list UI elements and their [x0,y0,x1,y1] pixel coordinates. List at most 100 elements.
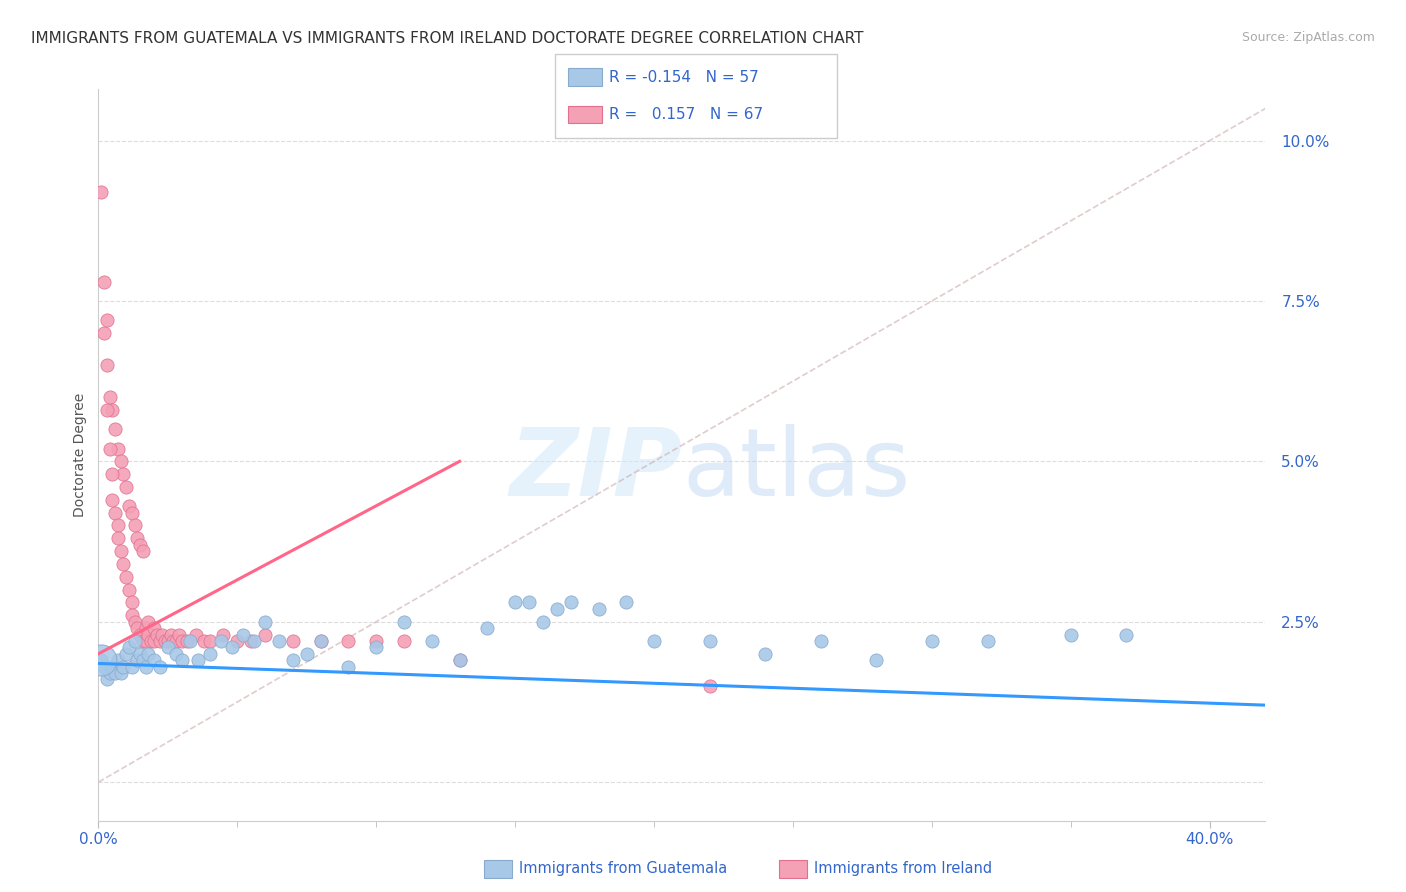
Point [165,647,187,661]
Point [115,570,138,584]
Point [104,422,127,436]
Point [184,627,207,641]
Point [212,627,235,641]
Point [118,500,141,514]
Point [90,653,112,667]
Point [156,634,179,648]
Point [337,634,360,648]
Point [531,615,554,629]
Point [254,627,277,641]
Point [138,647,160,661]
Point [170,653,193,667]
Point [392,634,415,648]
Point [118,640,141,655]
Point [121,595,143,609]
Point [232,627,254,641]
Point [176,634,198,648]
Point [281,653,304,667]
Point [240,634,263,648]
Point [209,634,232,648]
Point [127,621,149,635]
Point [138,627,160,641]
Point [337,659,360,673]
Point [146,627,169,641]
Point [135,634,157,648]
Point [517,595,540,609]
Point [366,640,388,655]
Point [588,602,610,616]
Point [643,634,665,648]
Point [560,595,582,609]
Point [110,544,132,558]
Point [156,640,179,655]
Point [810,634,832,648]
Point [699,634,721,648]
Point [104,506,127,520]
Point [1115,627,1137,641]
Point [546,602,568,616]
Point [124,518,146,533]
Point [254,615,277,629]
Text: ZIP: ZIP [509,424,682,516]
Point [98,390,121,404]
Point [477,621,499,635]
Point [366,634,388,648]
Point [98,442,121,456]
Point [179,634,201,648]
Point [309,634,332,648]
Point [107,653,129,667]
Point [101,403,124,417]
Point [96,673,118,687]
Point [187,653,209,667]
Text: atlas: atlas [682,424,910,516]
Point [110,454,132,468]
Point [104,666,127,681]
Point [127,653,149,667]
Point [449,653,471,667]
Point [226,634,249,648]
Y-axis label: Doctorate Degree: Doctorate Degree [73,392,87,517]
Point [153,634,176,648]
Point [420,634,443,648]
Point [107,532,129,546]
Point [101,467,124,482]
Point [132,634,155,648]
Point [143,653,166,667]
Point [129,647,152,661]
Point [96,358,118,372]
Point [976,634,998,648]
Point [503,595,526,609]
Point [107,518,129,533]
Text: IMMIGRANTS FROM GUATEMALA VS IMMIGRANTS FROM IRELAND DOCTORATE DEGREE CORRELATIO: IMMIGRANTS FROM GUATEMALA VS IMMIGRANTS … [31,31,863,46]
Point [243,634,266,648]
Point [127,532,149,546]
Point [1060,627,1083,641]
Point [118,582,141,597]
Point [143,621,166,635]
Point [90,185,112,199]
Point [93,659,115,673]
Point [124,634,146,648]
Text: R =   0.157   N = 67: R = 0.157 N = 67 [609,107,763,122]
Point [96,313,118,327]
Point [165,634,187,648]
Point [121,506,143,520]
Point [449,653,471,667]
Point [101,659,124,673]
Point [309,634,332,648]
Point [110,666,132,681]
Point [135,621,157,635]
Point [167,627,190,641]
Point [93,275,115,289]
Point [98,666,121,681]
Text: Immigrants from Ireland: Immigrants from Ireland [814,862,993,876]
Point [143,634,166,648]
Point [921,634,943,648]
Point [112,467,135,482]
Point [93,326,115,340]
Point [115,480,138,494]
Point [121,608,143,623]
Point [132,544,155,558]
Point [159,627,181,641]
Point [96,403,118,417]
